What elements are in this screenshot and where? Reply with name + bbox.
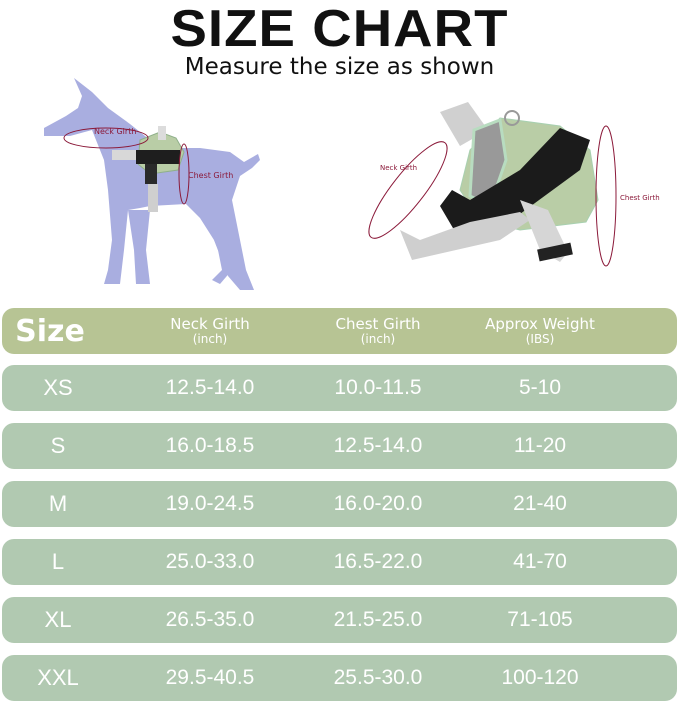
harness-chest-girth-label: Chest Girth <box>620 194 660 202</box>
weight-cell: 11-20 <box>513 434 567 457</box>
harness-neck-girth-marker <box>368 141 448 239</box>
table-row: S 16.0-18.5 12.5-14.0 11-20 <box>2 423 677 469</box>
neck-girth-header: Neck Girth (inch) <box>170 315 250 346</box>
chest-girth-marker <box>178 143 190 205</box>
chest-cell: 25.5-30.0 <box>333 666 423 689</box>
chest-girth-header: Chest Girth (inch) <box>335 315 421 346</box>
harness-product <box>400 102 599 262</box>
dog-neck-girth-label: Neck Girth <box>94 127 136 136</box>
table-row: XL 26.5-35.0 21.5-25.0 71-105 <box>2 597 677 643</box>
table-header: Size Neck Girth (inch) Chest Girth (inch… <box>2 308 677 354</box>
weight-header: Approx Weight (IBS) <box>485 315 595 346</box>
table-row: M 19.0-24.5 16.0-20.0 21-40 <box>2 481 677 527</box>
weight-cell: 5-10 <box>518 376 562 399</box>
neck-cell: 29.5-40.5 <box>165 666 255 689</box>
size-header: Size <box>15 313 85 349</box>
table-row: L 25.0-33.0 16.5-22.0 41-70 <box>2 539 677 585</box>
chest-cell: 16.0-20.0 <box>333 492 423 515</box>
neck-cell: 25.0-33.0 <box>165 550 255 573</box>
dog-chest-girth-label: Chest Girth <box>188 171 233 180</box>
neck-cell: 16.0-18.5 <box>165 434 255 457</box>
neck-cell: 12.5-14.0 <box>165 376 255 399</box>
neck-cell: 26.5-35.0 <box>165 608 255 631</box>
weight-cell: 71-105 <box>507 608 573 631</box>
size-cell: M <box>48 491 68 516</box>
size-cell: XXL <box>37 665 79 690</box>
neck-girth-marker <box>63 127 149 149</box>
chest-cell: 12.5-14.0 <box>333 434 423 457</box>
weight-cell: 21-40 <box>513 492 567 515</box>
dog-harness <box>112 126 185 212</box>
chest-cell: 16.5-22.0 <box>333 550 423 573</box>
size-cell: S <box>50 433 66 458</box>
neck-cell: 19.0-24.5 <box>165 492 255 515</box>
harness-chest-girth-marker <box>595 125 617 267</box>
weight-cell: 100-120 <box>501 666 579 689</box>
measurement-illustration: Neck Girth Chest Girth Neck Girth Chest … <box>44 78 660 290</box>
page-subtitle: Measure the size as shown <box>184 54 495 80</box>
size-cell: L <box>51 549 65 574</box>
weight-cell: 41-70 <box>513 550 567 573</box>
chest-cell: 10.0-11.5 <box>334 376 422 399</box>
table-row: XXL 29.5-40.5 25.5-30.0 100-120 <box>2 655 677 701</box>
page-title: SIZE CHART <box>170 0 509 58</box>
size-cell: XS <box>43 375 73 400</box>
harness-neck-girth-label: Neck Girth <box>380 164 417 172</box>
size-cell: XL <box>44 607 72 632</box>
chest-cell: 21.5-25.0 <box>333 608 423 631</box>
table-row: XS 12.5-14.0 10.0-11.5 5-10 <box>2 365 677 411</box>
